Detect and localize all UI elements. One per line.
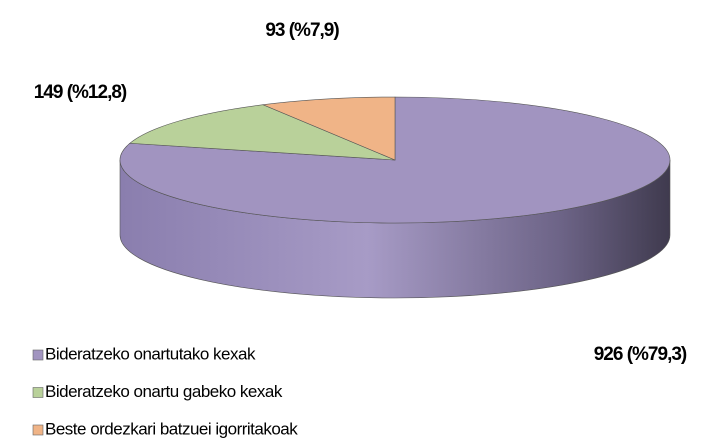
legend-swatch	[32, 387, 44, 398]
legend-label: Bideratzeko onartutako kexak	[45, 344, 256, 363]
legend-swatch	[32, 349, 44, 361]
legend-swatch	[32, 424, 44, 436]
data-label: 93 (%7,9)	[265, 20, 339, 41]
legend-label: Bideratzeko onartu gabeko kexak	[45, 382, 283, 401]
data-label: 149 (%12,8)	[34, 82, 127, 103]
legend-label: Beste ordezkari batzuei igorritakoak	[45, 419, 298, 438]
data-label: 926 (%79,3)	[594, 344, 687, 365]
pie-slice	[261, 96, 396, 161]
pie-slice	[129, 104, 396, 161]
